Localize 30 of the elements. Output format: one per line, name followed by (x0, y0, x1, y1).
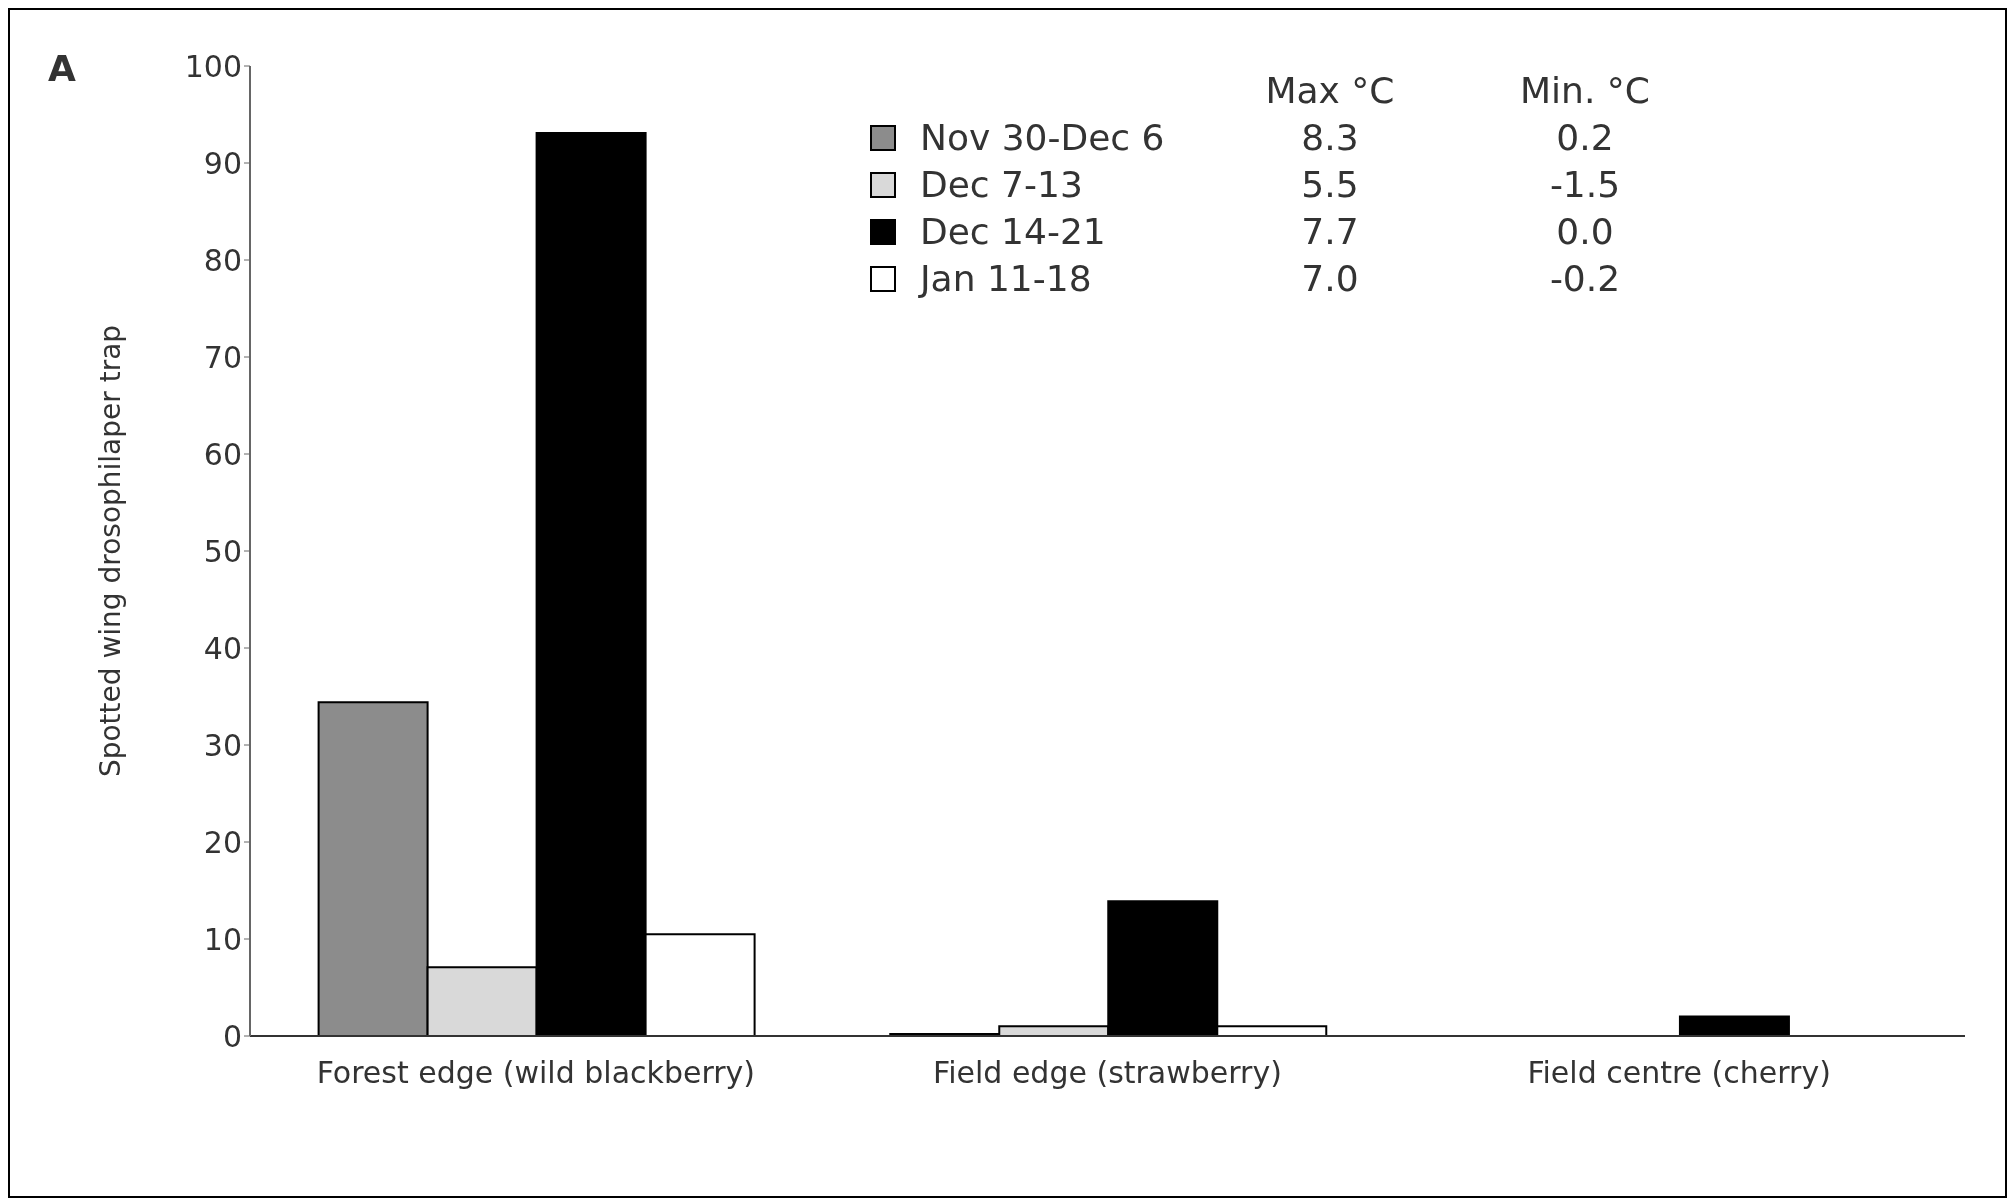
annotation: -0.2 (1548, 258, 1622, 299)
y-tick-label: 40 (203, 630, 242, 666)
legend-label: Dec 7-13 (920, 164, 1084, 205)
y-axis-title: Spotted wing drosophilaper trap (93, 324, 127, 778)
y-tick-label: 50 (203, 533, 242, 569)
annotation: 8.3 (1300, 117, 1360, 158)
x-tick-label: Field edge (strawberry) (933, 1055, 1282, 1091)
x-tick-label: Field centre (cherry) (1527, 1055, 1831, 1091)
annotation: Min. °C (1519, 70, 1651, 111)
annotation: Max °C (1264, 70, 1396, 111)
y-tick-label: 90 (203, 145, 242, 181)
x-tick-label: Forest edge (wild blackberry) (316, 1055, 756, 1091)
text: A (48, 48, 76, 89)
y-tick-label: 60 (203, 436, 242, 472)
legend-label: Dec 14-21 (920, 211, 1107, 252)
annotation: 0.0 (1555, 211, 1615, 252)
y-tick-label: 30 (203, 727, 242, 763)
annotation: 0.2 (1555, 117, 1615, 158)
annotation: -1.5 (1548, 164, 1622, 205)
y-tick-label: 80 (203, 242, 242, 278)
legend-label: Nov 30-Dec 6 (920, 117, 1166, 158)
annotation: 7.7 (1300, 211, 1360, 252)
annotation: 5.5 (1300, 164, 1360, 205)
y-tick-label: 0 (222, 1018, 242, 1054)
y-tick-label: 100 (184, 48, 242, 84)
annotation: 7.0 (1300, 258, 1360, 299)
legend-label: Jan 11-18 (920, 258, 1093, 299)
y-tick-label: 10 (203, 921, 242, 957)
y-tick-label: 70 (203, 339, 242, 375)
y-tick-label: 20 (203, 824, 242, 860)
